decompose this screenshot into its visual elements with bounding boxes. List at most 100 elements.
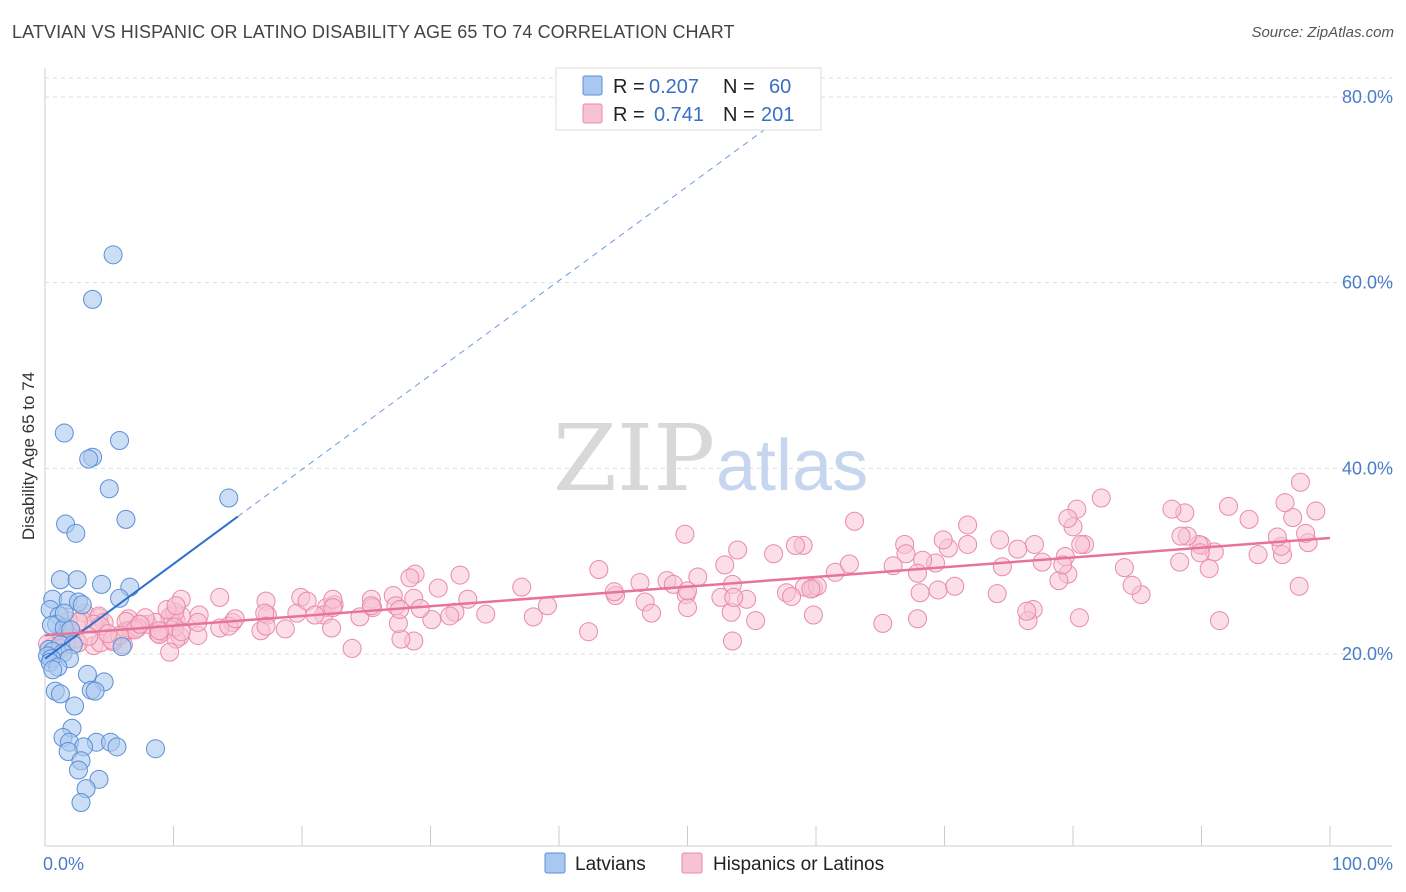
hispanic-point (512, 577, 532, 597)
hispanic-point (1290, 472, 1310, 492)
hispanic-point (1017, 601, 1037, 621)
bottom-legend-latvians: Latvians (575, 854, 646, 875)
hispanic-point (715, 555, 735, 575)
latvian-point (79, 449, 99, 469)
hispanic-point (908, 609, 928, 629)
hispanic-point (160, 642, 180, 662)
latvian-point (68, 760, 88, 780)
bottom-legend-latvian-swatch (544, 852, 566, 874)
hispanic-point (933, 530, 953, 550)
hispanic-point (908, 563, 928, 583)
latvian-points (38, 245, 239, 813)
hispanic-point (1199, 559, 1219, 579)
latvian-point (92, 574, 112, 594)
hispanic-point (873, 613, 893, 633)
legend-r-value-1: 0.207 (649, 76, 699, 98)
hispanic-point (1032, 552, 1052, 572)
hispanic-point (1024, 534, 1044, 554)
hispanic-point (1053, 555, 1073, 575)
hispanic-point (688, 567, 708, 587)
legend: R = 0.207 N = 60 R = 0.741 N = 201 (555, 67, 822, 131)
hispanic-trendline (44, 536, 1331, 637)
latvian-point (112, 637, 132, 657)
trendlines (44, 119, 1331, 660)
legend-r-value-2: 0.741 (654, 104, 704, 126)
legend-r-label-2: R = (613, 104, 645, 126)
hispanic-point (1071, 534, 1091, 554)
hispanic-point (98, 624, 118, 644)
hispanic-point (992, 557, 1012, 577)
watermark: ZIP atlas (553, 405, 868, 512)
axes (44, 68, 1392, 847)
hispanic-point (678, 598, 697, 618)
hispanic-point (987, 584, 1007, 604)
hispanic-point (210, 587, 230, 607)
hispanic-point (782, 586, 802, 606)
hispanic-point (391, 629, 411, 649)
hispanic-point (945, 576, 965, 596)
latvian-trendline-extension (237, 119, 778, 518)
hispanic-point (1008, 539, 1028, 559)
latvian-point (99, 479, 119, 499)
hispanic-point (1162, 499, 1182, 519)
hispanic-point (839, 554, 859, 574)
hispanic-point (1122, 575, 1142, 595)
hispanic-point (746, 611, 766, 631)
latvian-point (116, 509, 136, 529)
hispanic-point (958, 515, 978, 535)
hispanic-point (450, 565, 470, 585)
hispanic-point (728, 540, 748, 560)
latvian-point (71, 793, 91, 813)
hispanic-point (803, 605, 823, 625)
latvian-point (72, 595, 92, 615)
hispanic-point (1289, 576, 1309, 596)
latvian-point (89, 769, 109, 789)
hispanic-point (642, 603, 662, 623)
hispanic-point (1218, 496, 1238, 516)
latvian-point (65, 696, 85, 716)
legend-n-value-1: 60 (769, 76, 791, 98)
hispanic-point (724, 587, 744, 607)
bottom-legend: Latvians Hispanics or Latinos (544, 852, 884, 875)
bottom-legend-hispanics: Hispanics or Latinos (713, 854, 884, 875)
hispanic-point (166, 596, 186, 616)
hispanic-point (342, 638, 362, 658)
hispanic-points (38, 472, 1326, 662)
hispanic-point (256, 616, 276, 636)
hispanic-point (958, 534, 978, 554)
hispanic-point (1239, 509, 1259, 529)
hispanic-point (589, 560, 609, 580)
y-tick-label-80: 80.0% (1342, 87, 1393, 107)
x-tick-label-0: 0.0% (43, 854, 84, 874)
hispanic-point (1058, 508, 1078, 528)
latvian-point (54, 423, 74, 443)
latvian-point (54, 603, 74, 623)
watermark-zip: ZIP (553, 405, 715, 512)
hispanic-point (400, 568, 420, 588)
hispanic-point (1114, 558, 1134, 578)
y-tick-label-40: 40.0% (1342, 458, 1393, 478)
bottom-legend-hispanic-swatch (681, 852, 703, 874)
latvian-point (66, 523, 86, 543)
legend-hispanic-swatch (582, 103, 603, 124)
hispanic-point (275, 619, 295, 639)
hispanic-point (1209, 611, 1229, 631)
hispanic-point (149, 621, 169, 641)
watermark-atlas: atlas (716, 426, 868, 506)
latvian-point (85, 681, 105, 701)
latvian-point (110, 430, 130, 450)
hispanic-point (801, 579, 821, 599)
hispanic-point (910, 583, 930, 603)
hispanic-point (896, 544, 916, 564)
hispanic-point (422, 610, 442, 630)
y-axis-label: Disability Age 65 to 74 (19, 372, 38, 540)
hispanic-point (1170, 552, 1190, 572)
hispanic-point (1069, 608, 1089, 628)
hispanic-point (845, 511, 865, 531)
hispanic-point (1248, 545, 1268, 565)
latvian-point (219, 488, 239, 508)
hispanic-point (322, 618, 342, 638)
latvian-point (103, 245, 123, 265)
hispanic-point (764, 544, 784, 564)
